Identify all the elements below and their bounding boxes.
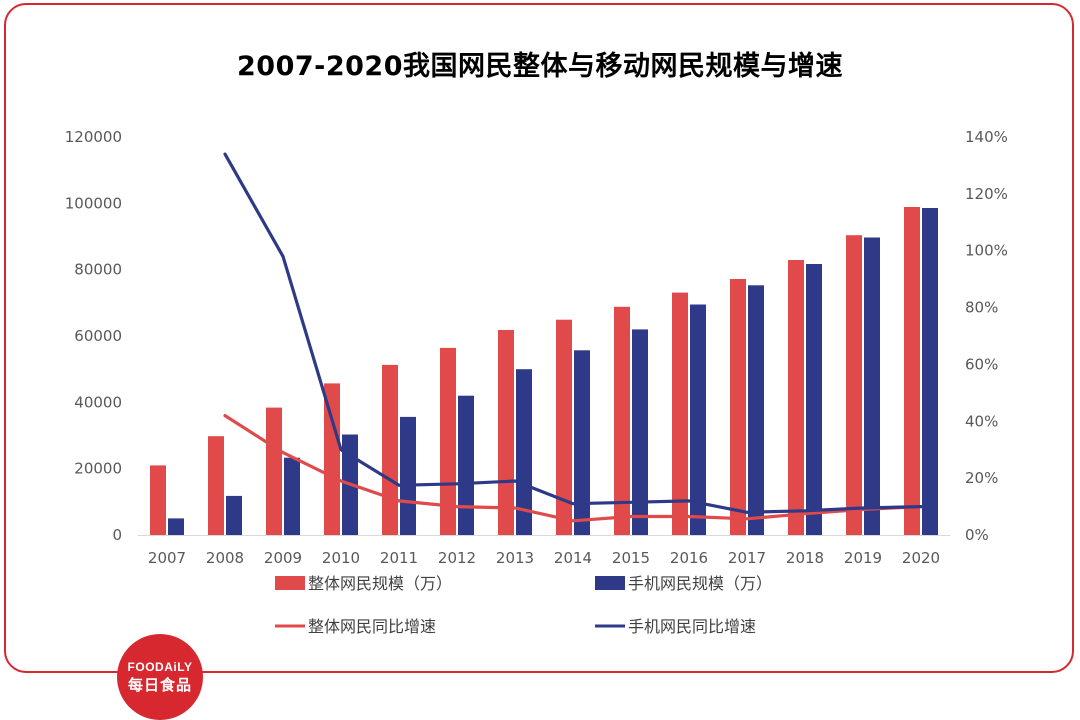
bar-total-2009 — [266, 407, 282, 535]
bar-total-2017 — [730, 279, 746, 535]
logo-text-en: FOODAiLY — [127, 660, 193, 674]
bar-mobile-2011 — [400, 416, 416, 535]
x-tick-label: 2011 — [380, 549, 418, 567]
bar-total-2018 — [788, 260, 804, 535]
y-right-tick-label: 60% — [965, 355, 998, 373]
bar-total-2008 — [208, 436, 224, 535]
bar-mobile-2017 — [748, 285, 764, 535]
x-tick-label: 2019 — [844, 549, 882, 567]
bar-total-2011 — [382, 364, 398, 535]
legend-label: 整体网民同比增速 — [308, 617, 436, 636]
line-mobile-growth — [223, 152, 923, 514]
bar-mobile-2007 — [168, 518, 184, 535]
y-left-tick-label: 20000 — [74, 460, 122, 478]
bar-mobile-2020 — [922, 208, 938, 535]
legend: 整体网民规模（万） 手机网民规模（万） 整体网民同比增速 手机网民同比增速 — [275, 574, 772, 636]
x-tick-label: 2008 — [206, 549, 244, 567]
bar-total-2020 — [904, 207, 920, 535]
bar-mobile-2016 — [690, 304, 706, 535]
x-tick-label: 2009 — [264, 549, 302, 567]
line-total-growth — [223, 414, 923, 523]
x-tick-label: 2010 — [322, 549, 360, 567]
y-left-tick-label: 0 — [112, 526, 122, 544]
bar-mobile-2012 — [458, 395, 474, 535]
y-right-tick-label: 140% — [965, 128, 1008, 146]
y-left-tick-label: 60000 — [74, 327, 122, 345]
x-tick-label: 2017 — [728, 549, 766, 567]
y-right-tick-label: 120% — [965, 185, 1008, 203]
x-tick-label: 2013 — [496, 549, 534, 567]
x-tick-label: 2016 — [670, 549, 708, 567]
x-tick-label: 2012 — [438, 549, 476, 567]
bar-mobile-2008 — [226, 495, 242, 535]
bar-total-2010 — [324, 383, 340, 535]
bar-total-2013 — [498, 330, 514, 535]
bar-total-2007 — [150, 465, 166, 535]
y-right-tick-label: 100% — [965, 242, 1008, 260]
x-tick-label: 2015 — [612, 549, 650, 567]
y-right-tick-label: 0% — [965, 526, 989, 544]
y-left-tick-label: 120000 — [65, 128, 122, 146]
bar-mobile-2013 — [516, 369, 532, 535]
chart-frame — [4, 3, 1074, 673]
legend-swatch-total-bar — [275, 576, 305, 590]
bar-total-2015 — [614, 306, 630, 535]
lines-layer — [223, 152, 923, 523]
legend-label: 手机网民规模（万） — [628, 574, 772, 593]
bar-mobile-2018 — [806, 264, 822, 535]
bar-mobile-2015 — [632, 329, 648, 535]
bar-mobile-2009 — [284, 457, 300, 535]
bar-total-2012 — [440, 347, 456, 535]
bar-total-2016 — [672, 292, 688, 535]
legend-swatch-mobile-bar — [595, 576, 625, 590]
logo-text-cn: 每日食品 — [127, 676, 192, 694]
y-right-tick-label: 40% — [965, 412, 998, 430]
legend-label: 手机网民同比增速 — [628, 617, 756, 636]
bars-layer — [150, 207, 938, 535]
foodaily-logo: FOODAiLY 每日食品 — [117, 634, 203, 720]
y-right-tick-label: 20% — [965, 469, 998, 487]
y-right-tick-label: 80% — [965, 299, 998, 317]
x-tick-label: 2020 — [902, 549, 940, 567]
x-tick-label: 2014 — [554, 549, 592, 567]
y-left-tick-label: 100000 — [65, 194, 122, 212]
bar-mobile-2019 — [864, 237, 880, 535]
x-tick-label: 2018 — [786, 549, 824, 567]
bar-total-2014 — [556, 319, 572, 535]
axes-layer: 120000 100000 80000 60000 40000 20000 0 140% 120… — [65, 128, 1008, 567]
legend-label: 整体网民规模（万） — [308, 574, 452, 593]
x-tick-label: 2007 — [148, 549, 186, 567]
chart-title: 2007-2020我国网民整体与移动网民规模与增速 — [237, 51, 843, 82]
bar-total-2019 — [846, 235, 862, 535]
y-left-tick-label: 80000 — [74, 261, 122, 279]
bar-mobile-2014 — [574, 350, 590, 535]
y-left-tick-label: 40000 — [74, 393, 122, 411]
